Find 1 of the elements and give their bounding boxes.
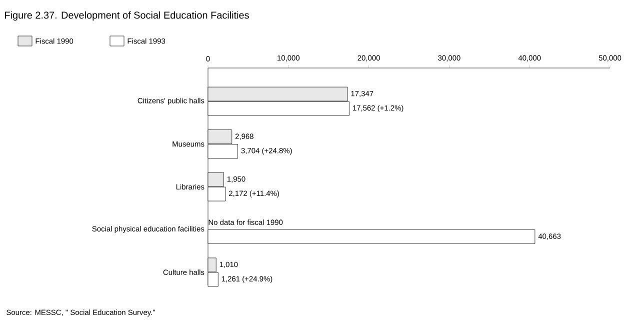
text: Figure 2.37. Development of Social Education Facilities (5, 11, 249, 21)
